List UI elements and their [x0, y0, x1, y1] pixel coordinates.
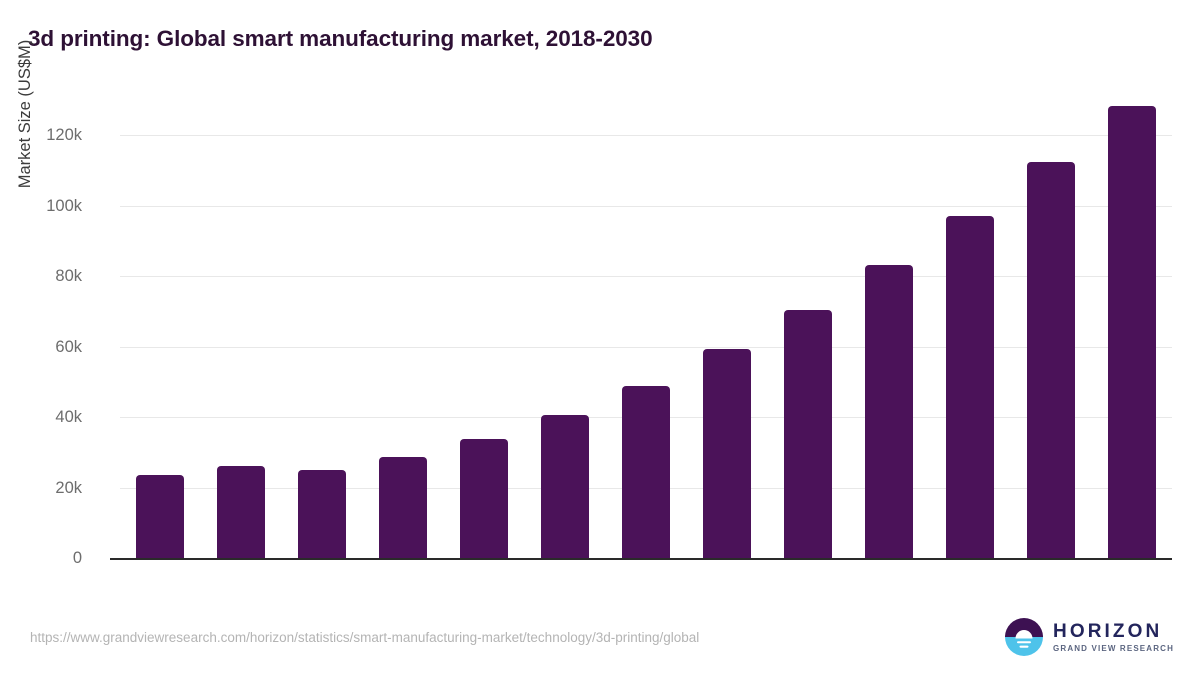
x-tick-label: 2030: [1088, 672, 1176, 675]
bar-slot: [929, 100, 1010, 558]
bar-slot: [282, 100, 363, 558]
bar-2024[interactable]: [621, 385, 670, 558]
bar-2022[interactable]: [460, 439, 509, 558]
bar-2025[interactable]: [702, 349, 751, 558]
bar-slot: [767, 100, 848, 558]
horizon-logo-text: HORIZON GRAND VIEW RESEARCH: [1053, 622, 1174, 653]
bar-2028[interactable]: [945, 215, 994, 558]
x-tick-label: 2026: [764, 672, 852, 675]
bar-slot: [686, 100, 767, 558]
horizon-logo-icon: [1005, 618, 1044, 656]
y-tick-label: 80k: [55, 267, 82, 286]
x-tick-label: 2027: [845, 672, 933, 675]
x-tick-label: 2018: [116, 672, 204, 675]
bar-slot: [606, 100, 687, 558]
bar-slot: [444, 100, 525, 558]
x-tick-label: 2023: [521, 672, 609, 675]
bar-2027[interactable]: [864, 264, 913, 558]
gridline: [120, 135, 1172, 137]
logo-wordmark: HORIZON: [1053, 620, 1163, 642]
bar-2026[interactable]: [783, 309, 832, 558]
bar-slot: [525, 100, 606, 558]
gridline: [120, 276, 1172, 278]
bar-2019[interactable]: [217, 465, 266, 558]
y-tick-label: 60k: [55, 337, 82, 356]
bar-series: [120, 100, 1172, 558]
bar-2021[interactable]: [379, 457, 428, 558]
x-tick-label: 2028: [926, 672, 1014, 675]
y-tick-label: 40k: [55, 408, 82, 427]
bar-2020[interactable]: [298, 470, 347, 558]
bar-2029[interactable]: [1026, 162, 1075, 558]
bar-slot: [1091, 100, 1172, 558]
x-tick-label: 2020: [278, 672, 366, 675]
y-tick-label: 100k: [46, 196, 82, 215]
bar-2018[interactable]: [136, 475, 185, 558]
y-tick-label: 120k: [46, 126, 82, 145]
x-tick-label: 2024: [602, 672, 690, 675]
bar-slot: [1010, 100, 1091, 558]
bar-2030[interactable]: [1107, 106, 1156, 558]
x-tick-label: 2019: [197, 672, 285, 675]
x-tick-label: 2022: [440, 672, 528, 675]
bar-2023[interactable]: [541, 414, 590, 558]
y-tick-label: 20k: [55, 478, 82, 497]
source-url[interactable]: https://www.grandviewresearch.com/horizo…: [30, 630, 700, 645]
horizon-logo[interactable]: HORIZON GRAND VIEW RESEARCH: [1004, 617, 1174, 657]
gridline: [120, 346, 1172, 348]
y-tick-label: 0: [72, 549, 82, 567]
page-title: 3d printing: Global smart manufacturing …: [28, 26, 653, 51]
bar-slot: [120, 100, 201, 558]
x-axis-line: [110, 558, 1172, 560]
y-axis-tick-labels: 0 20k 40k 60k 80k 100k 120k: [46, 100, 1172, 567]
bar-slot: [363, 100, 444, 558]
bar-slot: [201, 100, 282, 558]
logo-tagline: GRAND VIEW RESEARCH: [1053, 643, 1174, 653]
x-tick-label: 2029: [1007, 672, 1095, 675]
x-tick-label: 2025: [683, 672, 771, 675]
x-axis-tick-labels: 2018201920202021202220232024202520262027…: [120, 100, 1172, 675]
bar-slot: [848, 100, 929, 558]
gridline: [120, 205, 1172, 207]
x-tick-label: 2021: [359, 672, 447, 675]
